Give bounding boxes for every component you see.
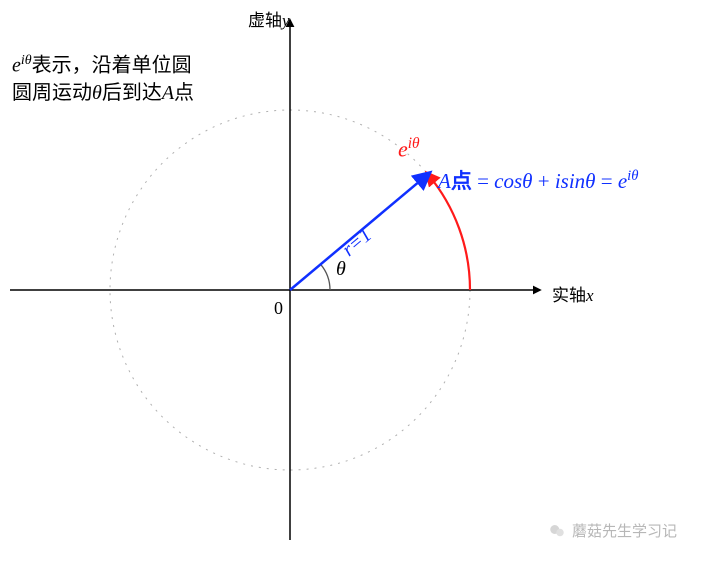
ap-eq2: =: [596, 169, 618, 193]
eith-sup: iθ: [408, 135, 420, 152]
x-axis-label: 实轴x: [552, 281, 594, 306]
origin-zero: 0: [274, 298, 283, 318]
origin-label: 0: [274, 298, 283, 319]
ap-isin: isinθ: [555, 169, 596, 193]
x-axis-var: x: [586, 286, 594, 305]
y-axis-var: y: [282, 11, 290, 30]
explain-rest3: 后到达: [102, 82, 162, 104]
explain-theta: θ: [92, 82, 102, 104]
theta-text: θ: [336, 258, 346, 280]
explain-e: e: [12, 55, 21, 77]
watermark: 蘑菇先生学习记: [548, 520, 677, 541]
theta-label: θ: [336, 258, 346, 281]
ap-plus: +: [532, 169, 554, 193]
ap-eq: =: [472, 169, 494, 193]
explain-rest1: 表示，沿着单位圆: [32, 55, 192, 77]
ap-dian: 点: [451, 170, 472, 193]
ap-A: A: [438, 169, 451, 193]
eith-e: e: [398, 136, 408, 161]
x-axis-text: 实轴: [552, 286, 586, 305]
theta-arc: [321, 264, 330, 290]
explain-rest4: 点: [174, 82, 194, 104]
explain-sup: iθ: [21, 53, 32, 68]
explain-A: A: [162, 82, 174, 104]
a-point-label: A点 = cosθ + isinθ = eiθ: [438, 165, 638, 195]
y-axis-label: 虚轴y: [248, 6, 290, 31]
wechat-icon: [548, 522, 566, 540]
explain-rest2: 圆周运动: [12, 82, 92, 104]
watermark-text: 蘑菇先生学习记: [572, 520, 677, 541]
explanation-text: eiθ表示，沿着单位圆 圆周运动θ后到达A点: [12, 52, 252, 107]
ap-e: e: [618, 169, 627, 193]
ap-cos: cosθ: [494, 169, 532, 193]
ap-sup: iθ: [627, 168, 638, 184]
y-axis-text: 虚轴: [248, 11, 282, 30]
e-itheta-label: eiθ: [398, 135, 420, 162]
